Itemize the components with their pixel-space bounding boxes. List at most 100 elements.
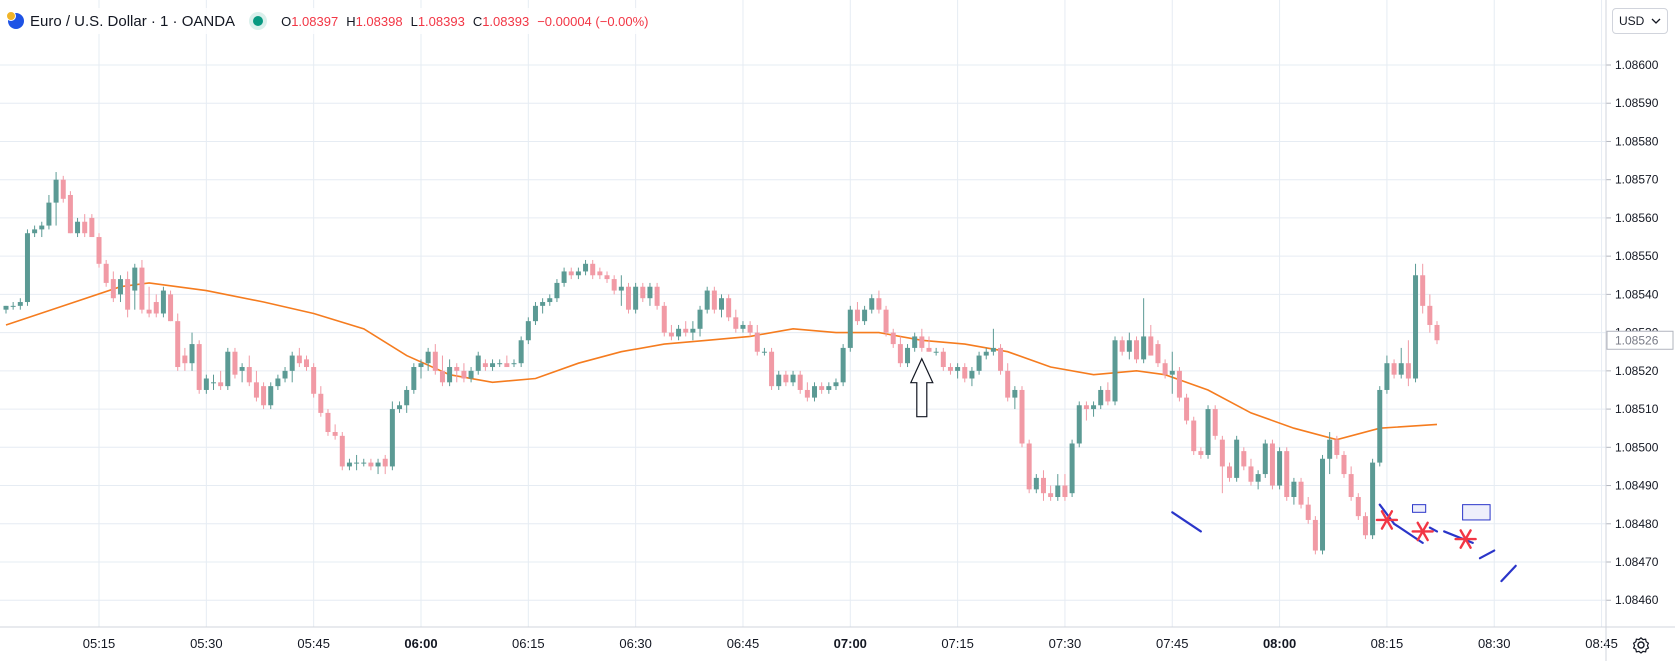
- ohlc-open-value: 1.08397: [291, 13, 339, 29]
- candle-body: [1083, 405, 1089, 410]
- candle-body: [897, 344, 903, 364]
- candle-body: [411, 367, 417, 390]
- candle-body: [1241, 451, 1247, 467]
- candle-body: [175, 321, 181, 368]
- candle-body: [1255, 474, 1261, 482]
- x-tick-label: 05:45: [297, 636, 330, 651]
- candle-body: [461, 370, 467, 379]
- star-marker-icon[interactable]: [1380, 510, 1394, 530]
- trend-line-drawing[interactable]: [1171, 511, 1202, 533]
- candle-body: [447, 367, 453, 383]
- candle-body: [883, 309, 889, 333]
- candle-body: [1198, 451, 1204, 455]
- candle-body: [1005, 370, 1011, 398]
- candle-body: [1062, 485, 1068, 498]
- ohlc-low-key: L: [410, 13, 418, 29]
- x-tick-label: 06:15: [512, 636, 545, 651]
- ohlc-high-key: H: [346, 13, 356, 29]
- rectangle-drawing[interactable]: [1412, 504, 1427, 513]
- y-tick-label: 1.08570: [1615, 173, 1659, 187]
- candle-body: [511, 363, 517, 365]
- ohlc-open-key: O: [281, 13, 292, 29]
- candle-body: [389, 409, 395, 467]
- candle-body: [1148, 336, 1154, 356]
- candle-body: [39, 225, 45, 230]
- candle-body: [146, 309, 152, 314]
- ohlc-open: O1.08397: [281, 14, 338, 29]
- candle-body: [318, 393, 324, 413]
- candle-body: [225, 351, 231, 387]
- candle-body: [733, 317, 739, 329]
- trend-line-drawing[interactable]: [1428, 526, 1439, 533]
- candle-body: [103, 263, 109, 283]
- candle-body: [96, 237, 102, 264]
- candle-body: [1112, 340, 1118, 402]
- rectangle-drawing[interactable]: [1462, 504, 1491, 521]
- candle-body: [1277, 451, 1283, 486]
- candle-body: [1405, 363, 1411, 379]
- candle-body: [311, 367, 317, 394]
- candle-body: [854, 309, 860, 322]
- candle-body: [168, 294, 174, 322]
- candle-body: [1348, 474, 1354, 498]
- ohlc-low: L1.08393: [411, 14, 465, 29]
- candle-body: [976, 355, 982, 371]
- candle-body: [833, 382, 839, 387]
- candle-body: [60, 179, 66, 199]
- candle-body: [218, 382, 224, 387]
- candle-body: [304, 359, 310, 368]
- candle-body: [647, 286, 653, 299]
- candle-body: [554, 282, 560, 299]
- star-marker-icon[interactable]: [1416, 521, 1429, 542]
- candle-body: [769, 351, 775, 387]
- candle-body: [339, 435, 345, 467]
- candle-body: [1219, 439, 1225, 467]
- candle-body: [1234, 439, 1240, 478]
- candle-body: [182, 355, 188, 364]
- candle-body: [418, 363, 424, 368]
- up-arrow-icon[interactable]: [909, 357, 934, 418]
- candle-body: [468, 370, 474, 379]
- candle-body: [53, 179, 59, 203]
- candle-body: [776, 374, 782, 387]
- candle-body: [361, 462, 367, 464]
- candle-body: [754, 332, 760, 352]
- candle-body: [354, 462, 360, 464]
- candle-body: [1191, 420, 1197, 452]
- candle-body: [1377, 389, 1383, 463]
- candle-body: [618, 286, 624, 291]
- settings-button[interactable]: [1630, 634, 1652, 656]
- candle-body: [1126, 340, 1132, 352]
- grid: [0, 0, 1606, 627]
- candle-body: [1413, 275, 1419, 379]
- candle-body: [1312, 519, 1318, 551]
- star-marker-icon[interactable]: [1459, 529, 1472, 549]
- candle-body: [196, 344, 202, 390]
- candle-body: [346, 462, 352, 467]
- candle-body: [404, 389, 410, 406]
- current-price-tag: [1606, 330, 1674, 350]
- candle-body: [32, 229, 38, 234]
- y-tick-label: 1.08560: [1615, 211, 1659, 225]
- candle-body: [253, 382, 259, 398]
- candle-body: [1327, 439, 1333, 459]
- currency-selector[interactable]: USD: [1612, 8, 1668, 34]
- candle-body: [497, 363, 503, 365]
- candle-body: [804, 389, 810, 398]
- x-tick-label: 08:15: [1371, 636, 1404, 651]
- x-tick-label: 08:00: [1263, 636, 1296, 651]
- candle-body: [1384, 363, 1390, 390]
- y-tick-label: 1.08470: [1615, 555, 1659, 569]
- trend-line-drawing[interactable]: [1478, 549, 1496, 560]
- trend-line-drawing[interactable]: [1500, 564, 1517, 583]
- candle-body: [1284, 451, 1290, 498]
- symbol-title[interactable]: Euro / U.S. Dollar · 1 · OANDA: [30, 12, 236, 30]
- candle-body: [597, 271, 603, 276]
- candle-body: [790, 374, 796, 383]
- candle-body: [926, 347, 932, 352]
- symbol-logo-icon[interactable]: [6, 11, 24, 29]
- candle-body: [761, 351, 767, 353]
